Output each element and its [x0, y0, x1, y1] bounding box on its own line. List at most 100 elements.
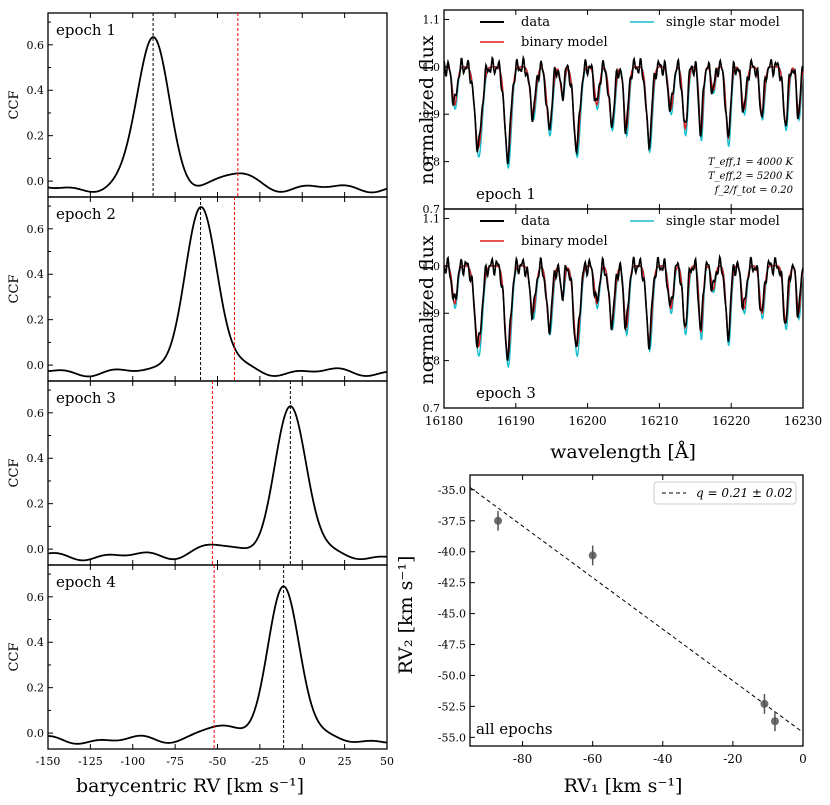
ccf-epoch-label: epoch 1 [56, 21, 116, 39]
spectrum-data [443, 54, 804, 165]
rv-panel-label: all epochs [476, 720, 553, 738]
spectrum-ytick-label: 1.1 [423, 13, 441, 26]
spectrum-epoch-label: epoch 3 [476, 384, 536, 402]
ccf-ylabel: CCF [7, 275, 22, 304]
ccf-ytick-label: 0.4 [27, 84, 45, 97]
spectrum-xtick-label: 16220 [712, 414, 750, 428]
ccf-ytick-label: 0.0 [27, 543, 45, 556]
ccf-ytick: 0.4 [27, 268, 53, 281]
ccf-ytick: 0.0 [27, 727, 53, 740]
rv-ytick-label: -47.5 [438, 639, 466, 652]
spectrum-ylabel-bottom: normalized flux [416, 235, 438, 385]
ccf-ytick-label: 0.4 [27, 636, 45, 649]
spectrum-legend: data binary model single star model [480, 15, 780, 50]
ccf-ytick: 0.2 [27, 682, 53, 695]
ccf-ytick: 0.2 [27, 498, 53, 511]
spectrum-xtick-label: 16180 [425, 414, 463, 428]
ccf-panel-4: 0.0 0.2 0.4 0.6 epoch 4 CCF [7, 564, 388, 750]
ccf-frame [47, 564, 388, 750]
spectrum-frame [443, 208, 804, 409]
ccf-ytick: 0.0 [27, 543, 53, 556]
rv-scatter-panel: -35.0 -37.5 -40.0 -42.5 -45.0 -47.5 -50.0 -52.5… [438, 474, 807, 766]
legend-data-label: data [521, 15, 550, 30]
ccf-ytick: 0.0 [27, 359, 53, 372]
spectrum-ytick: 0.8 [423, 156, 449, 169]
ccf-ytick-label: 0.0 [27, 727, 45, 740]
ccf-curve [47, 206, 388, 378]
spectrum-ytick-label: 0.7 [423, 402, 441, 415]
spectrum-xtick-label: 16200 [569, 414, 607, 428]
ccf-epoch-label: epoch 4 [56, 573, 116, 591]
rv-marker [770, 717, 779, 726]
ccf-ylabel: CCF [7, 91, 22, 120]
legend-single-label: single star model [666, 15, 780, 30]
ccf-ytick: 0.4 [27, 636, 53, 649]
rv-legend: q = 0.21 ± 0.02 [653, 481, 797, 505]
spectrum-ytick-label: 0.8 [423, 156, 441, 169]
ccf-xtick-label: -50 [209, 755, 227, 768]
rv-ytick-label: -55.0 [438, 731, 466, 744]
legend-data-label: data [521, 214, 550, 229]
ccf-frame [47, 12, 388, 198]
ccf-ytick-label: 0.6 [27, 591, 45, 604]
spectrum-legend: data binary model single star model [480, 214, 780, 249]
spectrum-xtick-label: 16190 [497, 414, 535, 428]
ccf-ytick-label: 0.6 [27, 39, 45, 52]
ccf-xtick-label: -75 [166, 755, 184, 768]
spectrum-ytick: 0.8 [423, 355, 449, 368]
ccf-ytick: 0.2 [27, 314, 53, 327]
legend-binary-label: binary model [521, 234, 608, 249]
rv-data-point [760, 694, 769, 714]
spectrum-ytick: 0.7 [423, 402, 449, 415]
ccf-panel-1: 0.0 0.2 0.4 0.6 epoch 1 CCF [7, 12, 388, 198]
ccf-ylabel: CCF [7, 459, 22, 488]
rv-marker [494, 516, 503, 525]
param-ratio: f_2/f_tot = 0.20 [714, 185, 794, 196]
rv-ytick-label: -40.0 [438, 546, 466, 559]
spectrum-ytick-label: 1.0 [423, 260, 441, 273]
rv-marker [588, 551, 597, 560]
rv-data-point [770, 711, 779, 732]
ccf-ytick-label: 0.6 [27, 223, 45, 236]
ccf-ytick: 0.4 [27, 84, 53, 97]
spectrum-ytick-label: 0.9 [423, 307, 441, 320]
ccf-curve [47, 405, 388, 562]
rv-legend-box [653, 481, 797, 505]
ccf-xtick-label: 50 [380, 755, 394, 768]
rv-ytick-label: -45.0 [438, 608, 466, 621]
ccf-xtick-label: -125 [78, 755, 103, 768]
ccf-ytick-label: 0.2 [27, 314, 45, 327]
spectrum-ytick: 1.1 [423, 212, 449, 225]
rv-ytick-label: -37.5 [438, 515, 466, 528]
rv-xtick-label: -40 [653, 752, 672, 766]
spectrum-xtick-label: 16210 [640, 414, 678, 428]
ccf-curve [47, 36, 388, 194]
spectrum-ytick: 0.9 [423, 307, 449, 320]
spectrum-ytick: 1.1 [423, 13, 449, 26]
ccf-frame [47, 196, 388, 382]
spectrum-xtick-label: 16230 [784, 414, 822, 428]
rv-data-point [588, 545, 597, 566]
spectrum-ytick-label: 0.9 [423, 108, 441, 121]
rv-xlabel: RV₁ [km s⁻¹] [564, 775, 683, 797]
ccf-ytick-label: 0.4 [27, 452, 45, 465]
ccf-panel-3: 0.0 0.2 0.4 0.6 epoch 3 CCF [7, 380, 388, 566]
ccf-ylabel: CCF [7, 643, 22, 672]
ccf-curve [47, 585, 388, 745]
ccf-xtick-label: 0 [299, 755, 306, 768]
spectrum-panels: 0.7 0.8 0.9 1.0 1.1 data binary model single st… [423, 9, 822, 428]
legend-single-label: single star model [666, 214, 780, 229]
ccf-ytick-label: 0.2 [27, 682, 45, 695]
spectrum-ytick-label: 1.0 [423, 61, 441, 74]
rv-ytick-label: -50.0 [438, 669, 466, 682]
ccf-ytick: 0.6 [27, 39, 53, 52]
ccf-ytick-label: 0.4 [27, 268, 45, 281]
model-parameters: T_eff,1 = 4000 K T_eff,2 = 5200 K f_2/f_to… [708, 157, 794, 196]
ccf-ytick: 0.2 [27, 130, 53, 143]
rv-xtick-label: -80 [513, 752, 532, 766]
rv-marker [760, 699, 769, 708]
rv-ytick-label: -52.5 [438, 700, 466, 713]
rv-xtick-label: -20 [723, 752, 742, 766]
ccf-frame [47, 380, 388, 566]
